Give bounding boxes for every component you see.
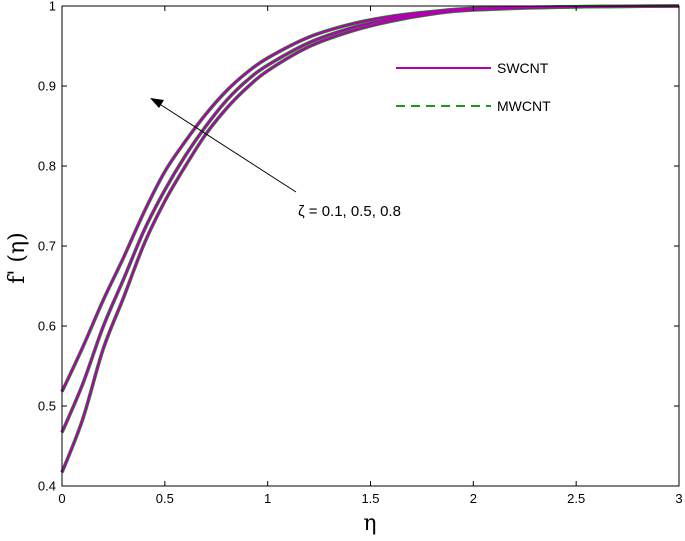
x-axis-label: η [363, 511, 376, 536]
legend-swcnt-label: SWCNT [497, 60, 549, 76]
legend-mwcnt-label: MWCNT [497, 98, 551, 114]
y-tick-label: 0.5 [38, 399, 56, 414]
y-tick-label: 0.7 [38, 239, 56, 254]
annotation-arrowhead [150, 98, 164, 108]
annotation-arrow-shaft [157, 102, 297, 193]
y-tick-label: 0.4 [38, 479, 56, 494]
x-tick-label: 1.5 [361, 491, 379, 506]
x-tick-label: 1 [264, 491, 271, 506]
y-tick-label: 0.6 [38, 319, 56, 334]
x-tick-label: 0 [58, 491, 65, 506]
legend: SWCNT MWCNT [396, 60, 551, 114]
annotation: ζ = 0.1, 0.5, 0.8 [150, 98, 401, 220]
y-tick-label: 0.9 [38, 79, 56, 94]
swcnt-curve-3 [61, 4, 680, 393]
x-tick-label: 2 [470, 491, 477, 506]
x-tick-label: 3 [675, 491, 682, 506]
y-tick-label: 1 [49, 0, 56, 14]
x-tick-label: 0.5 [156, 491, 174, 506]
y-tick-label: 0.8 [38, 159, 56, 174]
x-tick-label: 2.5 [567, 491, 585, 506]
y-axis-label: f' (η) [5, 232, 30, 284]
ticks-layer: 0 0.5 1 1.5 2 2.5 3 0.4 0.5 0.6 0.7 0.8 0.9 1 [38, 0, 683, 506]
annotation-label: ζ = 0.1, 0.5, 0.8 [298, 203, 401, 220]
curves-layer [60, 4, 680, 474]
